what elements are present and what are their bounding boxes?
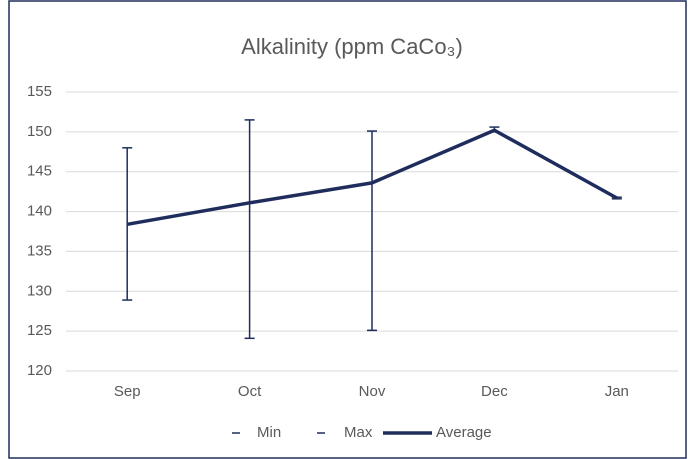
chart-frame (8, 0, 687, 459)
y-tick-label: 130 (27, 282, 52, 299)
x-tick-label: Dec (481, 383, 508, 400)
y-tick-label: 140 (27, 203, 52, 220)
chart-title: Alkalinity (ppm CaCo₃) (241, 34, 463, 59)
y-tick-label: 125 (27, 322, 52, 339)
y-tick-label: 150 (27, 123, 52, 140)
x-tick-label: Jan (605, 383, 629, 400)
legend-label: Average (436, 424, 492, 441)
y-tick-label: 155 (27, 83, 52, 100)
x-tick-label: Sep (114, 383, 141, 400)
legend-label: Min (257, 424, 281, 441)
legend-label: Max (344, 424, 373, 441)
average-line (126, 128, 618, 227)
x-tick-label: Nov (359, 383, 386, 400)
x-tick-label: Oct (238, 383, 262, 400)
y-tick-label: 145 (27, 163, 52, 180)
y-tick-label: 120 (27, 362, 52, 379)
y-tick-label: 135 (27, 242, 52, 259)
